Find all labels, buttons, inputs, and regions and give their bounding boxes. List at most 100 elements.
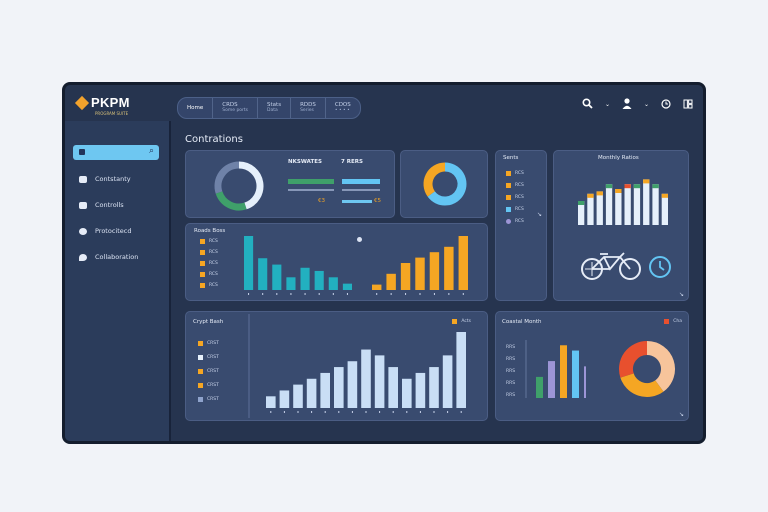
panel-title: Roads Boss	[194, 228, 226, 234]
x-tick	[311, 411, 313, 413]
tab-home[interactable]: Home	[178, 98, 214, 118]
bar	[400, 263, 411, 290]
legend-label: CRST	[207, 397, 219, 402]
legend-label: CRST	[207, 355, 219, 360]
toolbar-icons: ⌄ ⌄	[582, 98, 693, 112]
list-swatch	[506, 219, 511, 224]
kpi-value-a: €3	[318, 198, 325, 204]
donut-slice	[238, 161, 264, 210]
tab-label: CRDS	[222, 102, 238, 108]
tab-rdds[interactable]: RDDS Series	[291, 98, 326, 118]
x-tick	[324, 411, 326, 413]
list-item-label: RCS	[515, 183, 524, 188]
brand-name: PKPM	[91, 95, 130, 110]
resize-handle-icon[interactable]: ↘	[678, 411, 684, 418]
bar	[306, 378, 317, 408]
monthly-bar-chart	[578, 179, 668, 225]
list-item[interactable]: RCS	[506, 171, 524, 176]
donut-slice	[423, 162, 446, 197]
bar-cap	[615, 189, 622, 193]
tab-sub: • • • •	[334, 108, 350, 113]
tab-sub: Data	[267, 108, 278, 113]
legend-label: CRST	[207, 369, 219, 374]
list-item-label: RCS	[515, 207, 524, 212]
bar	[624, 184, 631, 225]
bar	[374, 355, 385, 408]
bar-cap	[624, 184, 631, 189]
list-item[interactable]: RCS	[506, 219, 524, 224]
legend-label: CRST	[207, 341, 219, 346]
list-swatch	[506, 171, 511, 176]
bars-panel: Roads Boss RCS RCS RCS RCS RCS	[185, 223, 488, 301]
chevron-down-icon[interactable]: ⌄	[643, 101, 649, 108]
list-panel: Sents RCS RCS RCS RCS RCS ↘	[495, 150, 547, 301]
list-item[interactable]: RCS	[506, 207, 524, 212]
y-tick-label: RRS	[506, 368, 515, 374]
donut-panel	[400, 150, 488, 218]
bar-cap	[643, 179, 650, 184]
legend-label: CRST	[207, 383, 219, 388]
list-item[interactable]: RCS	[506, 195, 524, 200]
user-icon[interactable]	[622, 98, 632, 112]
clock-icon[interactable]	[661, 98, 671, 112]
legend-swatch	[198, 383, 203, 388]
bar	[605, 184, 613, 225]
list-item-label: RCS	[515, 171, 524, 176]
x-tick	[346, 293, 348, 295]
list-swatch	[506, 183, 511, 188]
list-item[interactable]: RCS	[506, 183, 524, 188]
market-panel: Coastal Month Cha RRS RRS RRS RRS RRS ↘	[495, 311, 689, 421]
sidebar-item-controlls[interactable]: Controlls	[79, 201, 124, 209]
kpi-rule	[342, 189, 380, 191]
bar-cap	[578, 201, 585, 205]
bar	[347, 361, 358, 408]
bar	[548, 361, 555, 398]
x-tick	[290, 293, 292, 295]
bar	[361, 349, 371, 408]
donut-slice	[619, 341, 648, 378]
bar	[314, 270, 324, 290]
search-icon[interactable]	[582, 98, 593, 112]
tab-sub: Series	[300, 108, 314, 113]
tab-cdos[interactable]: CDOS • • • •	[326, 98, 360, 118]
kpi-bar-blue	[342, 179, 380, 184]
legend-item: CRST	[198, 383, 219, 388]
legend-item: RCS	[200, 283, 218, 288]
orange-bar-chart	[372, 236, 468, 295]
bar	[587, 193, 594, 225]
bar	[560, 345, 567, 398]
divider	[248, 314, 250, 418]
bar	[456, 332, 466, 408]
resize-handle-icon[interactable]: ↘	[536, 211, 542, 218]
x-tick	[448, 293, 450, 295]
legend-label: RCS	[209, 239, 218, 244]
tab-label: RDDS	[300, 102, 316, 108]
sidebar-item-protocitecd[interactable]: Protocitecd	[79, 227, 131, 235]
list-item-label: RCS	[515, 195, 524, 200]
timer-icon[interactable]	[648, 255, 672, 279]
chevron-down-icon[interactable]: ⌄	[604, 101, 610, 108]
brand-logo[interactable]: PKPM	[74, 95, 130, 110]
grid-icon[interactable]	[683, 99, 693, 112]
sidebar-search[interactable]: ⌕	[73, 145, 159, 160]
resize-handle-icon[interactable]: ↘	[678, 291, 684, 298]
list-item-label: RCS	[515, 219, 524, 224]
x-tick	[276, 293, 278, 295]
donut-chart	[423, 162, 467, 206]
x-tick	[447, 411, 449, 413]
dot-marker	[357, 237, 362, 242]
bar-cap	[605, 184, 613, 189]
bar	[596, 191, 603, 225]
legend-label: Cha	[673, 319, 682, 324]
sidebar-item-contstanty[interactable]: Contstanty	[79, 175, 131, 183]
bar	[444, 246, 454, 290]
tab-stats[interactable]: Stats Data	[258, 98, 292, 118]
y-tick-label: RRS	[506, 380, 515, 386]
tab-crds[interactable]: CRDS Some ports	[213, 98, 259, 118]
kpi-value-b: €5	[374, 198, 381, 204]
donut-slice	[620, 372, 664, 397]
legend-swatch	[200, 261, 205, 266]
x-tick	[379, 411, 381, 413]
bar	[458, 236, 468, 290]
sidebar-item-collaboration[interactable]: Collaboration	[79, 253, 138, 261]
